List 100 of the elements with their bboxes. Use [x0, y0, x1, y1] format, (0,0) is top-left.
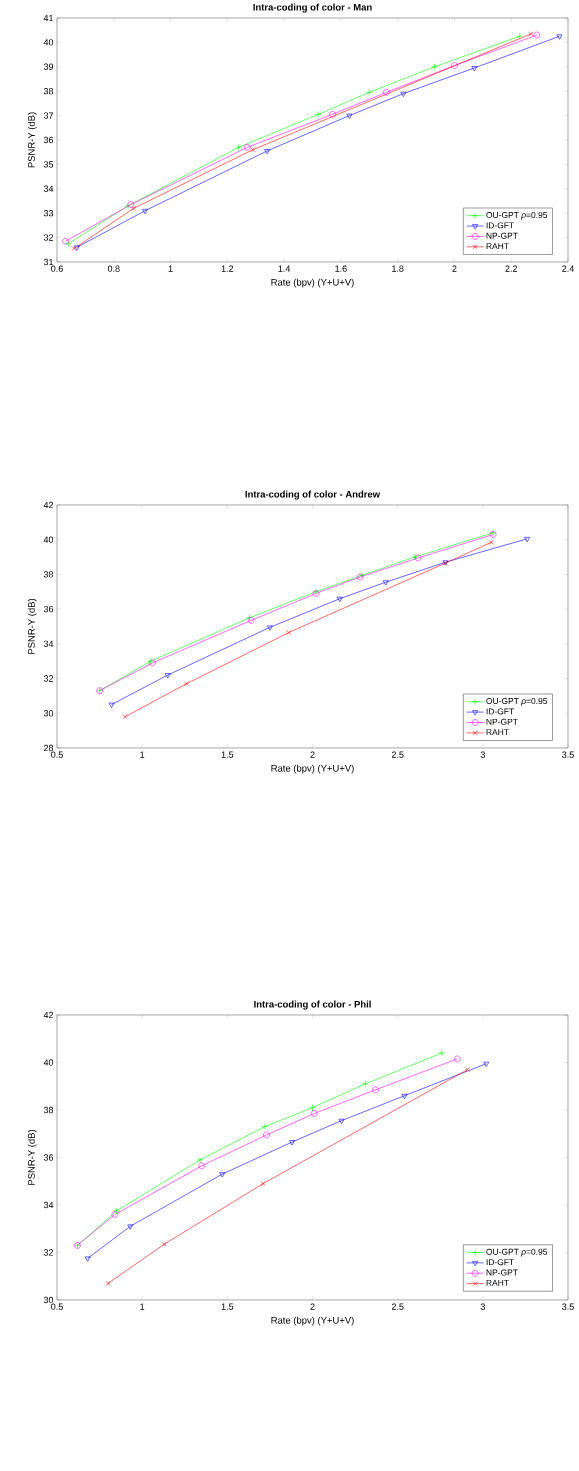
point [260, 1181, 266, 1187]
y-tick-label: 42 [43, 1011, 54, 1019]
x-tick-label: 1.2 [221, 265, 234, 272]
point [105, 1280, 111, 1286]
y-tick-label: 30 [43, 1296, 54, 1304]
x-tick-label: 2.5 [391, 751, 404, 758]
legend-label: OU-GPT ρ=0.95 [486, 211, 548, 220]
point [309, 1104, 316, 1111]
legend-label: RAHT [486, 243, 509, 249]
y-axis-title: PSNR-Y (dB) [27, 598, 37, 654]
point [453, 1055, 461, 1063]
point [196, 1156, 204, 1164]
point [401, 1093, 408, 1100]
point [471, 66, 478, 72]
y-tick-label: 42 [43, 501, 54, 509]
point [438, 1049, 446, 1057]
legend-label: NP-GPT [486, 1269, 518, 1276]
point [142, 208, 148, 215]
y-tick-label: 36 [43, 1154, 54, 1161]
x-tick-label: 3.5 [562, 751, 574, 758]
chart-title: Intra-coding of color - Andrew [245, 490, 381, 500]
y-tick-label: 41 [43, 14, 54, 22]
y-tick-label: 36 [43, 136, 54, 144]
point [219, 1172, 226, 1178]
x-tick-label: 2 [452, 265, 457, 272]
point [338, 1118, 345, 1124]
point [465, 1067, 470, 1073]
y-tick-label: 34 [43, 1201, 54, 1209]
x-tick-label: 2.5 [391, 1303, 404, 1310]
point [267, 625, 273, 631]
point [122, 714, 128, 720]
y-tick-label: 38 [43, 1106, 54, 1114]
y-tick-label: 36 [43, 605, 54, 613]
point [198, 1162, 206, 1170]
y-axis-title: PSNR-Y (dB) [27, 112, 37, 168]
point [314, 111, 322, 118]
y-tick-label: 30 [43, 710, 54, 717]
x-tick-label: 2.2 [505, 265, 517, 272]
point [411, 553, 418, 561]
point [113, 1207, 120, 1215]
y-tick-label: 39 [43, 63, 54, 70]
y-tick-label: 31 [43, 258, 54, 266]
point [451, 62, 458, 69]
x-axis-title: Rate (bpv) (Y+U+V) [271, 764, 354, 774]
point [524, 537, 531, 543]
y-tick-label: 38 [43, 88, 54, 95]
point [131, 205, 137, 211]
point [108, 702, 115, 708]
x-tick-label: 1 [168, 265, 173, 272]
point [261, 1123, 269, 1130]
point [243, 144, 251, 151]
y-tick-label: 32 [43, 1249, 54, 1256]
y-tick-label: 32 [43, 234, 54, 241]
x-tick-label: 0.6 [51, 265, 63, 272]
point [488, 539, 494, 545]
point [161, 1241, 167, 1247]
x-tick-label: 1.8 [392, 265, 404, 272]
point [289, 1140, 295, 1146]
x-tick-label: 0.5 [51, 751, 63, 758]
point [533, 31, 541, 39]
point [383, 89, 390, 96]
legend-label: OU-GPT ρ=0.95 [486, 1248, 548, 1257]
y-tick-label: 40 [43, 1059, 54, 1066]
x-tick-label: 0.5 [51, 1303, 63, 1310]
point [528, 31, 534, 37]
x-tick-label: 1.5 [221, 1303, 234, 1310]
x-tick-label: 1 [140, 751, 145, 758]
y-tick-label: 35 [43, 161, 54, 168]
point [264, 149, 270, 155]
point [127, 1224, 134, 1230]
legend-label: RAHT [486, 1279, 509, 1286]
x-tick-label: 0.8 [107, 265, 120, 272]
point [184, 681, 189, 687]
legend-label: ID-GFT [486, 222, 514, 229]
point [483, 1061, 490, 1067]
point [235, 144, 242, 151]
y-tick-label: 28 [43, 744, 54, 752]
x-axis-title: Rate (bpv) (Y+U+V) [271, 278, 354, 288]
point [372, 1086, 379, 1094]
chart-title: Intra-coding of color - Man [253, 3, 372, 13]
legend-label: NP-GPT [486, 232, 518, 239]
x-tick-label: 1 [140, 1303, 145, 1310]
point [111, 1211, 119, 1218]
y-tick-label: 37 [43, 112, 54, 119]
x-tick-label: 1.4 [278, 265, 291, 272]
x-tick-label: 2 [310, 1303, 315, 1310]
legend-label: ID-GFT [486, 1259, 514, 1266]
x-tick-label: 3 [480, 1303, 485, 1310]
y-tick-label: 40 [43, 39, 54, 46]
point [286, 630, 292, 635]
point [556, 34, 563, 40]
point [382, 580, 389, 586]
legend-label: ID-GFT [486, 708, 514, 715]
point [84, 1256, 91, 1262]
x-tick-label: 1.5 [221, 751, 234, 758]
point [346, 113, 353, 119]
point [414, 554, 422, 562]
y-tick-label: 34 [43, 185, 54, 192]
x-tick-label: 2 [310, 751, 315, 758]
point [516, 32, 524, 40]
